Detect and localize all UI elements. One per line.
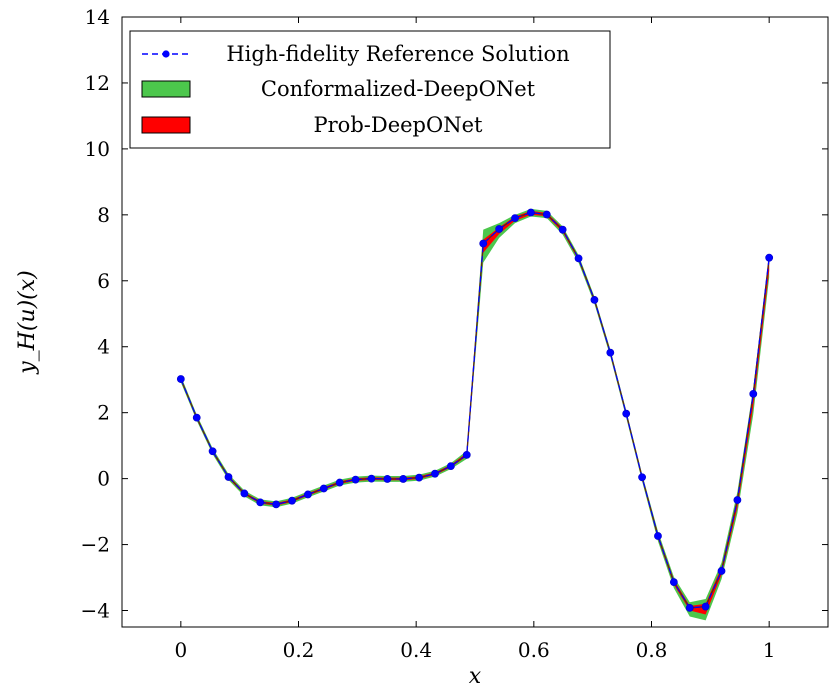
reference-point xyxy=(606,348,615,357)
x-tick-label: 0.8 xyxy=(636,638,668,662)
reference-point xyxy=(192,413,201,422)
reference-point xyxy=(462,450,471,459)
reference-point xyxy=(495,225,504,233)
reference-point xyxy=(511,214,519,223)
reference-point xyxy=(431,469,439,478)
bands-layer xyxy=(180,208,770,621)
reference-point xyxy=(367,474,376,483)
reference-point xyxy=(574,254,583,263)
x-axis-label: x xyxy=(469,664,482,689)
reference-point xyxy=(256,498,265,507)
reference-point xyxy=(272,500,281,509)
x-tick-label: 0.4 xyxy=(400,638,432,662)
y-tick-label: 4 xyxy=(97,335,110,359)
y-tick-label: −2 xyxy=(81,533,110,557)
reference-point xyxy=(446,462,455,470)
reference-point xyxy=(669,578,678,587)
reference-point xyxy=(304,490,312,499)
reference-point xyxy=(717,567,726,575)
y-tick-label: 12 xyxy=(85,71,110,95)
legend: High-fidelity Reference Solution Conforma… xyxy=(129,30,611,149)
x-tick-label: 0.2 xyxy=(283,638,315,662)
y-tick-label: 8 xyxy=(97,203,110,227)
legend-swatch-conformalized xyxy=(141,80,191,98)
reference-outline-line xyxy=(180,211,770,609)
plot-frame xyxy=(121,16,829,628)
reference-point xyxy=(526,208,535,217)
legend-label: High-fidelity Reference Solution xyxy=(226,42,569,66)
reference-point xyxy=(749,389,758,398)
y-tick-label: 0 xyxy=(97,467,110,491)
reference-point xyxy=(399,475,408,483)
reference-point xyxy=(319,484,328,493)
y-tick-label: −4 xyxy=(81,599,110,623)
reference-point xyxy=(638,473,646,482)
x-tick-label: 0.6 xyxy=(518,638,550,662)
reference-point xyxy=(733,496,742,504)
reference-point xyxy=(176,375,185,383)
markers-layer xyxy=(176,208,774,612)
reference-point xyxy=(351,475,360,484)
y-tick-label: 14 xyxy=(85,5,110,29)
reference-point xyxy=(288,496,296,505)
band-prob-deeponet xyxy=(180,210,770,615)
y-ticks: −4 −2 0 2 4 6 8 10 12 14 xyxy=(81,5,828,623)
legend-marker-reference xyxy=(162,50,170,58)
reference-point xyxy=(208,447,217,456)
x-ticks: 0 0.2 0.4 0.6 0.8 1 xyxy=(174,17,776,662)
x-tick-label: 1 xyxy=(763,638,776,662)
y-tick-label: 2 xyxy=(97,401,110,425)
legend-box xyxy=(129,30,611,149)
reference-point xyxy=(765,253,774,262)
reference-point xyxy=(685,603,694,612)
y-tick-label: 6 xyxy=(97,269,110,293)
reference-point xyxy=(701,602,710,611)
band-conformalized-deeponet xyxy=(180,208,770,621)
reference-point xyxy=(654,532,662,540)
reference-point xyxy=(542,210,551,219)
series-line-layer xyxy=(180,211,770,609)
reference-point xyxy=(383,475,392,483)
reference-point xyxy=(558,225,567,234)
reference-point xyxy=(622,409,631,418)
reference-point xyxy=(590,296,599,304)
reference-point xyxy=(479,239,488,248)
reference-point xyxy=(240,489,249,498)
reference-series-line xyxy=(180,211,770,609)
reference-point xyxy=(224,473,233,481)
legend-label: Conformalized-DeepONet xyxy=(261,77,536,101)
legend-label: Prob-DeepONet xyxy=(314,113,484,137)
legend-swatch-prob xyxy=(141,116,191,134)
reference-point xyxy=(415,473,424,482)
y-axis-label: y_H(u)(x) xyxy=(15,270,40,375)
reference-point xyxy=(335,478,344,487)
x-tick-label: 0 xyxy=(174,638,187,662)
y-tick-label: 10 xyxy=(85,137,110,161)
